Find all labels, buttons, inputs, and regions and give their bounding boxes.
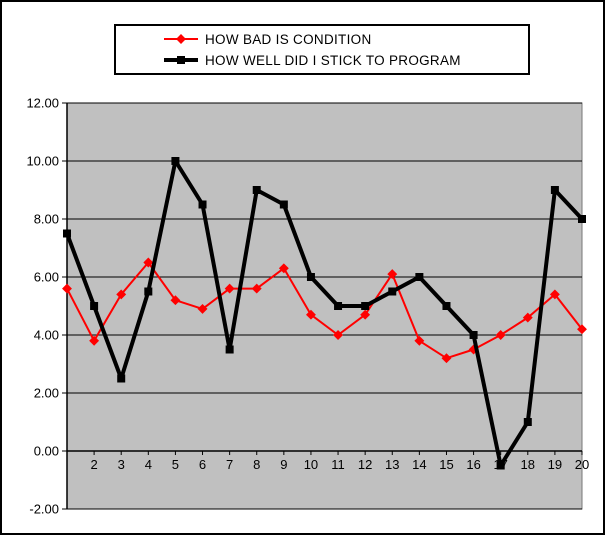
y-tick-label: -2.00: [29, 502, 59, 517]
x-tick-label: 5: [172, 457, 179, 472]
data-point-diamond: [333, 330, 344, 340]
data-point-square: [198, 200, 207, 209]
x-tick-label: 11: [331, 457, 345, 472]
data-point-square: [361, 302, 370, 310]
data-point-square: [550, 186, 559, 194]
data-point-square: [578, 215, 586, 223]
x-tick-label: 6: [199, 457, 206, 472]
x-tick-label: 7: [226, 457, 233, 472]
data-point-square: [469, 331, 478, 339]
legend: HOW BAD IS CONDITION HOW WELL DID I STIC…: [114, 24, 530, 75]
data-point-square: [171, 157, 180, 165]
x-tick-label: 15: [439, 457, 453, 472]
data-point-diamond: [143, 257, 154, 268]
data-point-square: [523, 418, 532, 426]
y-tick-label: 2.00: [34, 386, 59, 401]
data-point-diamond: [251, 283, 262, 294]
data-point-diamond: [441, 353, 452, 364]
data-point-diamond: [387, 269, 398, 280]
data-point-diamond: [278, 263, 289, 274]
y-tick-label: 0.00: [34, 444, 59, 459]
x-tick-label: 12: [358, 457, 372, 472]
data-point-square: [334, 302, 343, 310]
y-tick-label: 12.00: [26, 96, 59, 111]
data-point-diamond: [522, 312, 533, 323]
square-marker-icon: [177, 56, 185, 64]
data-point-square: [252, 186, 261, 194]
data-point-diamond: [197, 303, 208, 314]
diamond-marker-icon: [176, 34, 186, 44]
data-point-diamond: [360, 309, 371, 320]
legend-entry-how-well-did-i-stick-to-program: HOW WELL DID I STICK TO PROGRAM: [164, 52, 528, 68]
data-point-square: [388, 287, 397, 296]
y-tick-label: 10.00: [26, 154, 59, 169]
data-point-diamond: [170, 295, 181, 306]
data-point-square: [90, 302, 99, 310]
data-point-square: [225, 345, 234, 354]
data-point-square: [144, 287, 153, 296]
x-tick-label: 2: [90, 457, 97, 472]
y-tick-label: 6.00: [34, 270, 59, 285]
x-tick-label: 16: [466, 457, 480, 472]
legend-label: HOW BAD IS CONDITION: [205, 31, 372, 47]
data-point-diamond: [224, 283, 235, 294]
data-point-square: [63, 229, 71, 238]
data-point-diamond: [305, 309, 316, 320]
legend-line-sample: [164, 34, 198, 44]
x-tick-label: 14: [412, 457, 426, 472]
x-tick-label: 19: [548, 457, 562, 472]
legend-entry-how-bad-is-condition: HOW BAD IS CONDITION: [164, 31, 528, 47]
x-tick-label: 4: [145, 457, 152, 472]
data-point-square: [306, 273, 315, 281]
x-tick-label: 9: [280, 457, 287, 472]
x-tick-label: 10: [304, 457, 318, 472]
data-point-diamond: [414, 335, 425, 346]
legend-line-sample: [164, 55, 198, 65]
data-point-diamond: [577, 324, 587, 335]
x-tick-label: 18: [521, 457, 535, 472]
y-tick-label: 8.00: [34, 212, 59, 227]
x-tick-label: 13: [385, 457, 399, 472]
data-point-square: [117, 374, 126, 383]
data-point-square: [279, 200, 288, 209]
data-point-square: [415, 273, 424, 281]
y-tick-label: 4.00: [34, 328, 59, 343]
data-point-square: [442, 302, 451, 310]
x-tick-label: 3: [118, 457, 125, 472]
data-point-diamond: [495, 330, 506, 340]
series-line: [65, 159, 584, 468]
legend-label: HOW WELL DID I STICK TO PROGRAM: [205, 52, 461, 68]
x-tick-label: 8: [253, 457, 260, 472]
data-point-square: [496, 461, 505, 470]
data-point-diamond: [549, 289, 560, 300]
x-tick-label: 20: [575, 457, 589, 472]
